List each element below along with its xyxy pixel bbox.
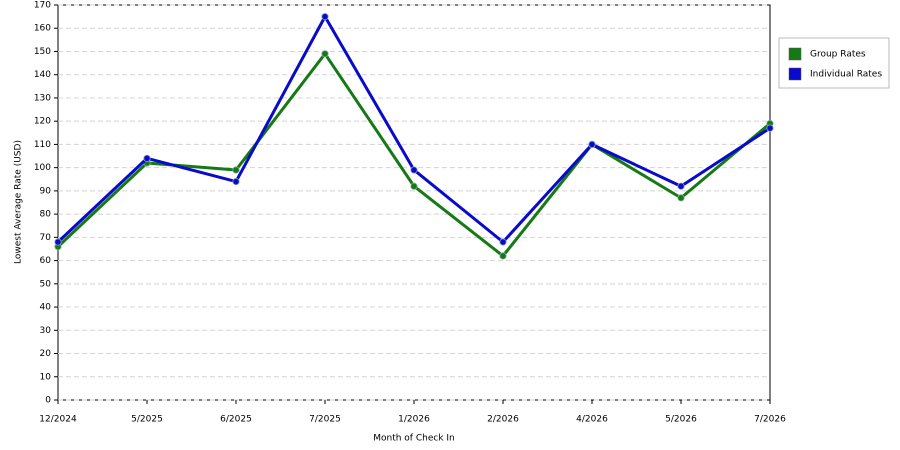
y-tick-label: 40	[40, 303, 52, 313]
data-point	[588, 140, 596, 149]
series-line	[56, 15, 771, 244]
x-tick-label: 5/2026	[665, 415, 697, 425]
data-point	[321, 13, 329, 21]
legend-swatch	[788, 67, 802, 81]
x-tick-label: 7/2025	[309, 415, 341, 425]
y-tick-label: 170	[34, 1, 51, 11]
data-point	[410, 182, 418, 190]
y-tick-label: 0	[45, 396, 51, 406]
y-tick-label: 10	[40, 372, 52, 382]
y-tick-label: 80	[40, 210, 52, 220]
legend-label: Individual Rates	[810, 70, 882, 80]
y-axis-label: Lowest Average Rate (USD)	[14, 140, 24, 264]
data-point	[232, 166, 240, 174]
data-point	[410, 166, 418, 174]
data-point	[499, 238, 507, 246]
y-tick-label: 60	[40, 256, 52, 266]
y-tick-label: 20	[40, 349, 52, 359]
legend-box	[778, 37, 890, 89]
x-tick-label: 1/2026	[398, 415, 430, 425]
y-tick-label: 140	[34, 70, 51, 80]
y-tick-label: 160	[34, 24, 51, 34]
x-tick-label: 6/2025	[220, 415, 252, 425]
y-tick-label: 50	[40, 279, 52, 289]
y-tick-label: 130	[34, 93, 51, 103]
y-tick-label: 90	[40, 186, 52, 196]
x-axis-label: Month of Check In	[373, 434, 455, 444]
x-tick-label: 4/2026	[576, 415, 608, 425]
x-tick-label: 2/2026	[487, 415, 519, 425]
y-tick-label: 110	[34, 140, 51, 150]
x-tick-label: 12/2024	[39, 415, 77, 425]
data-point	[677, 194, 685, 202]
data-point	[677, 182, 685, 190]
legend-label: Group Rates	[810, 50, 866, 60]
y-tick-label: 70	[40, 233, 52, 243]
plot-frame	[57, 4, 771, 401]
data-point	[321, 50, 329, 58]
data-point	[54, 238, 62, 246]
y-tick-label: 150	[34, 47, 51, 57]
data-point	[232, 177, 240, 186]
x-tick-label: 7/2026	[754, 415, 786, 425]
x-tick-label: 5/2025	[131, 415, 163, 425]
series-line	[56, 52, 771, 258]
y-tick-label: 120	[34, 117, 51, 127]
data-point	[766, 124, 774, 132]
y-tick-label: 100	[34, 163, 51, 173]
legend-swatch	[788, 47, 802, 61]
data-point	[143, 154, 151, 162]
data-point	[499, 252, 507, 260]
y-tick-label: 30	[40, 326, 52, 336]
